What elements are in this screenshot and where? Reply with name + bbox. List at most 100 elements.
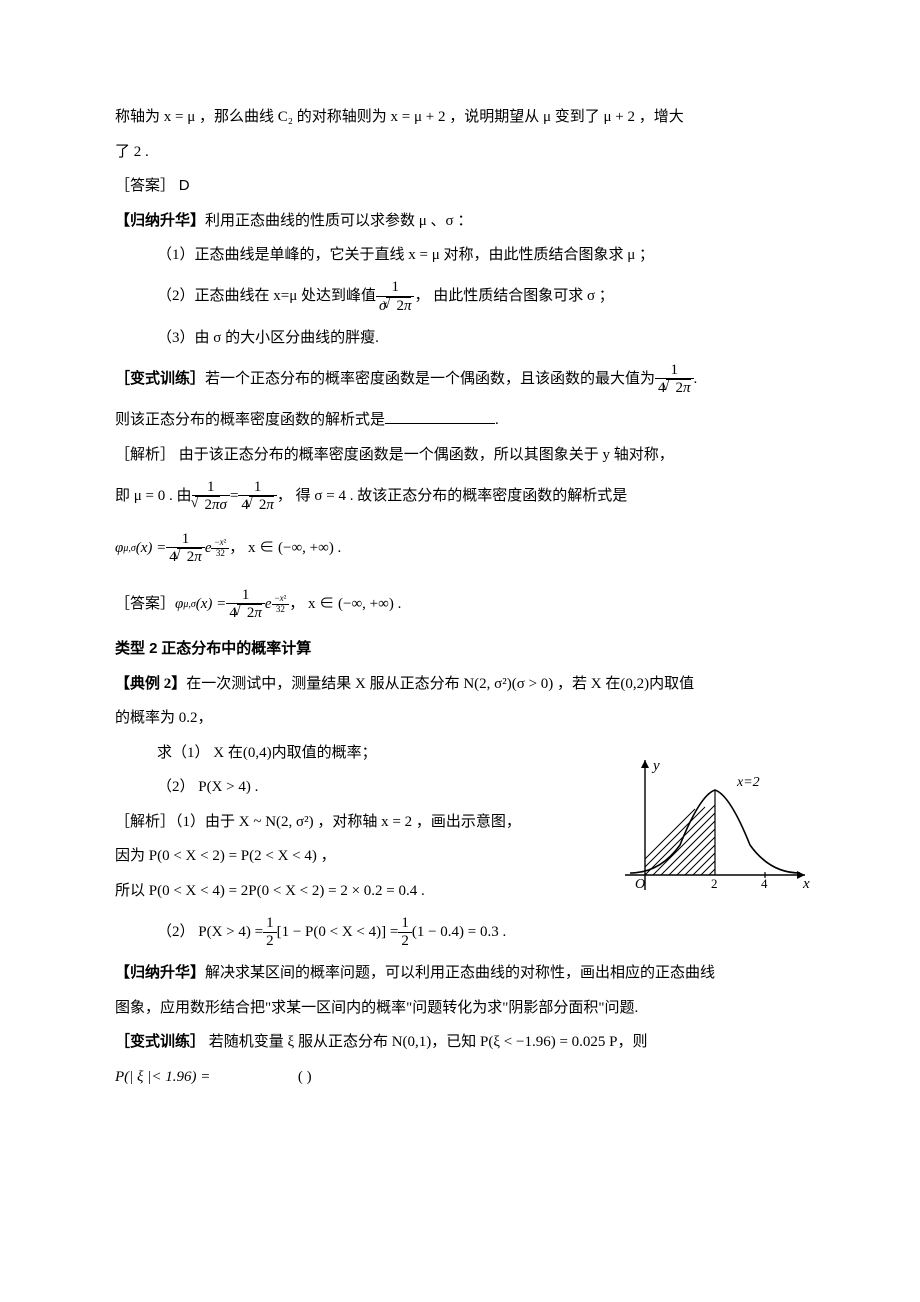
item-number: （2） xyxy=(157,279,195,314)
document-page: 称轴为 x = μ ，那么曲线 C₂ 的对称轴则为 x = μ + 2 ，说明期… xyxy=(0,0,920,1302)
item-text-b: ， 由此性质结合图象可求 σ ； xyxy=(414,279,613,314)
numerator: 1 xyxy=(192,479,230,497)
text-prefix: （2） P(X > 4) = xyxy=(157,915,263,950)
variant-training-line: ［变式训练］ 若一个正态分布的概率密度函数是一个偶函数，且该函数的最大值为 1 … xyxy=(115,355,805,403)
fraction-half-2: 12 xyxy=(398,915,412,949)
y-arrow xyxy=(641,760,649,768)
tick-2: 2 xyxy=(711,876,718,891)
equals: = xyxy=(230,479,238,514)
list-item-2: （2） 正态曲线在 x=μ 处达到峰值 1 σ2π ， 由此性质结合图象可求 σ… xyxy=(115,273,805,321)
type-title: 正态分布中的概率计算 xyxy=(158,641,312,657)
phi-formula: φμ,σ (x) = 1 42π e−x²32 ， x ∈ (−∞, +∞) . xyxy=(115,520,805,576)
analysis-text: 由于该正态分布的概率密度函数是一个偶函数，所以其图象关于 y 轴对称， xyxy=(179,447,674,463)
variant-2-line-2: P(| ξ |< 1.96) = ( ) xyxy=(115,1060,805,1095)
text: ［解析］（1）由于 X ~ N(2, σ²) ，对称轴 x = 2 ，画出示意图… xyxy=(115,814,521,830)
answer-label: ［答案］ xyxy=(115,178,175,194)
analysis-line-2: 即 μ = 0 . 由 1 2πσ = 1 42π ， 得 σ = 4 . 故该… xyxy=(115,472,805,520)
variant-question: 则该正态分布的概率密度函数的解析式是. xyxy=(115,403,805,438)
item-number: （3） xyxy=(157,330,195,346)
paragraph-continuation: 称轴为 x = μ ，那么曲线 C₂ 的对称轴则为 x = μ + 2 ，说明期… xyxy=(115,100,805,135)
choice-paren: ( ) xyxy=(298,1069,312,1085)
answer-value: D xyxy=(179,177,190,194)
e-symbol: e xyxy=(265,587,272,622)
variant-text: 若一个正态分布的概率密度函数是一个偶函数，且该函数的最大值为 xyxy=(205,362,655,397)
text: 求（1） X 在(0,4)内取值的概率； xyxy=(157,745,377,761)
text: 解决求某区间的概率问题，可以利用正态曲线的对称性，画出相应的正态曲线 xyxy=(205,965,715,981)
answer-2-line: ［答案］ φμ,σ (x) = 1 42π e−x²32 ， x ∈ (−∞, … xyxy=(115,576,805,632)
answer-line-1: ［答案］ D xyxy=(115,169,805,204)
numerator: 1 xyxy=(238,479,277,497)
text-mid: ， 得 σ = 4 . 故该正态分布的概率密度函数的解析式是 xyxy=(277,479,627,514)
numerator: 1 xyxy=(655,362,694,380)
item-text: 由 σ 的大小区分曲线的胖瘦. xyxy=(195,330,379,346)
exponent: −x²32 xyxy=(272,593,290,614)
fraction-rhs: 1 42π xyxy=(238,479,277,514)
text: 的概率为 0.2， xyxy=(115,710,213,726)
text: （2） P(X > 4) . xyxy=(157,779,258,795)
exponent: −x²32 xyxy=(211,537,229,558)
summary-intro: 【归纳升华】利用正态曲线的性质可以求参数 μ 、σ ： xyxy=(115,204,805,239)
variant-label: ［变式训练］ xyxy=(115,362,205,397)
example-2-line-2: 的概率为 0.2， xyxy=(115,701,805,736)
text: 称轴为 x = μ ，那么曲线 C₂ 的对称轴则为 x = μ + 2 ，说明期… xyxy=(115,109,684,125)
analysis-2-line-4: （2） P(X > 4) = 12 [1 − P(0 < X < 4)] = 1… xyxy=(115,908,805,956)
analysis-label: ［解析］ xyxy=(115,447,175,463)
item-text: 正态曲线是单峰的，它关于直线 x = μ 对称，由此性质结合图象求 μ ； xyxy=(195,247,655,263)
text: 图象，应用数形结合把"求某一区间内的概率"问题转化为求"阴影部分面积"问题. xyxy=(115,1000,638,1016)
text: 因为 P(0 < X < 2) = P(2 < X < 4) ， xyxy=(115,848,336,864)
summary-label: 【归纳升华】 xyxy=(115,213,205,229)
figure-wrapper: （2） P(X > 4) . y x O 2 4 x=2 xyxy=(115,770,805,908)
text-suffix: (1 − 0.4) = 0.3 . xyxy=(412,915,506,950)
paragraph-continuation-2: 了 2 . xyxy=(115,135,805,170)
summary-label: 【归纳升华】 xyxy=(115,965,205,981)
summary-text: 利用正态曲线的性质可以求参数 μ 、σ ： xyxy=(205,213,472,229)
domain-text: ， x ∈ (−∞, +∞) . xyxy=(229,531,341,566)
item-number: （1） xyxy=(157,247,195,263)
type-2-heading: 类型 2 正态分布中的概率计算 xyxy=(115,632,805,667)
example-text: 在一次测试中，测量结果 X 服从正态分布 N(2, σ²)(σ > 0) ，若 … xyxy=(186,676,694,692)
fraction-max: 1 42π xyxy=(655,362,694,397)
phi-subscript: μ,σ xyxy=(123,537,135,560)
fraction-coef: 1 42π xyxy=(226,587,265,622)
example-2-line-1: 【典例 2】在一次测试中，测量结果 X 服从正态分布 N(2, σ²)(σ > … xyxy=(115,667,805,702)
list-item-1: （1）正态曲线是单峰的，它关于直线 x = μ 对称，由此性质结合图象求 μ ； xyxy=(115,238,805,273)
y-label: y xyxy=(651,758,660,774)
variant-2-line-1: ［变式训练］ 若随机变量 ξ 服从正态分布 N(0,1)，已知 P(ξ < −1… xyxy=(115,1025,805,1060)
equals-x: (x) = xyxy=(196,587,227,622)
numerator: 1 xyxy=(166,531,205,549)
list-item-3: （3）由 σ 的大小区分曲线的胖瘦. xyxy=(115,321,805,356)
numerator: 1 xyxy=(376,279,414,297)
annotation-x2: x=2 xyxy=(736,775,760,790)
text: 若随机变量 ξ 服从正态分布 N(0,1)，已知 P(ξ < −1.96) = … xyxy=(205,1034,648,1050)
text-prefix: 即 μ = 0 . 由 xyxy=(115,479,192,514)
fraction-half-1: 12 xyxy=(263,915,277,949)
answer-label: ［答案］ xyxy=(115,587,175,622)
fill-blank xyxy=(385,409,495,424)
period: . xyxy=(495,412,499,428)
analysis-line-1: ［解析］ 由于该正态分布的概率密度函数是一个偶函数，所以其图象关于 y 轴对称， xyxy=(115,438,805,473)
x-label: x xyxy=(802,876,810,892)
phi-subscript: μ,σ xyxy=(183,593,195,616)
origin-label: O xyxy=(635,877,645,892)
type-number: 类型 2 xyxy=(115,640,158,657)
question-formula: P(| ξ |< 1.96) = xyxy=(115,1069,210,1085)
normal-curve-diagram: y x O 2 4 x=2 xyxy=(605,750,815,900)
item-text-a: 正态曲线在 x=μ 处达到峰值 xyxy=(195,279,377,314)
fraction-peak: 1 σ2π xyxy=(376,279,414,314)
equals-x: (x) = xyxy=(136,531,167,566)
question-text: 则该正态分布的概率密度函数的解析式是 xyxy=(115,412,385,428)
text-mid: [1 − P(0 < X < 4)] = xyxy=(277,915,399,950)
variant-label: ［变式训练］ xyxy=(115,1034,205,1050)
tick-4: 4 xyxy=(761,876,768,891)
text: 了 2 . xyxy=(115,144,149,160)
e-symbol: e xyxy=(205,531,212,566)
period: . xyxy=(694,362,698,397)
summary-2-line-1: 【归纳升华】解决求某区间的概率问题，可以利用正态曲线的对称性，画出相应的正态曲线 xyxy=(115,956,805,991)
domain-text: ， x ∈ (−∞, +∞) . xyxy=(289,587,401,622)
example-label: 【典例 2】 xyxy=(115,676,186,692)
fraction-lhs: 1 2πσ xyxy=(192,479,230,514)
fraction-coef: 1 42π xyxy=(166,531,205,566)
text: 所以 P(0 < X < 4) = 2P(0 < X < 2) = 2 × 0.… xyxy=(115,883,425,899)
summary-2-line-2: 图象，应用数形结合把"求某一区间内的概率"问题转化为求"阴影部分面积"问题. xyxy=(115,991,805,1026)
numerator: 1 xyxy=(226,587,265,605)
